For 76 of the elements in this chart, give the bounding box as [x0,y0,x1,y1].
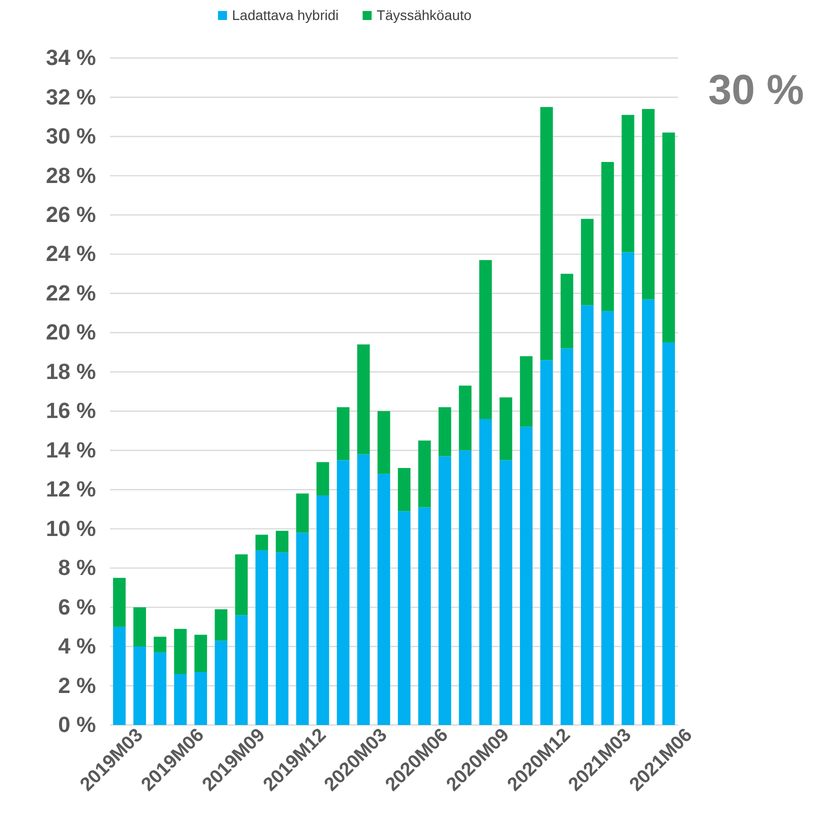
bar [622,252,634,725]
bar [580,305,594,725]
y-tick-label: 16 % [46,398,96,424]
y-tick-label: 6 % [58,594,96,620]
y-tick-label: 30 % [46,124,96,149]
bar [479,260,492,419]
y-tick-label: 28 % [46,162,96,188]
y-tick-label: 4 % [58,634,96,659]
bar [194,672,208,725]
bar [458,386,472,450]
bar [398,468,410,512]
bar [438,407,452,456]
bar [357,454,370,725]
bar [580,218,594,306]
y-tick-label: 24 % [46,241,96,266]
y-tick-label: 32 % [46,84,96,110]
bar [601,162,614,312]
bar [316,495,330,725]
bar [174,628,187,674]
bar [601,311,614,725]
bar [560,348,574,725]
bar [540,107,553,360]
bar [194,634,208,672]
bar [418,507,431,725]
y-tick-label: 10 % [46,516,96,541]
bar [255,534,268,550]
bar [438,456,452,725]
y-tick-label: 34 % [46,45,96,70]
bar [378,474,390,725]
legend-label: Täyssähköauto [376,7,472,23]
y-tick-label: 18 % [46,358,96,384]
bar [378,411,390,474]
bar [540,360,553,725]
bar [642,109,655,300]
bar [113,578,126,627]
bar [214,609,228,641]
y-tick-label: 14 % [46,437,96,462]
y-tick-label: 12 % [46,476,96,502]
y-tick-label: 26 % [46,202,96,227]
bar [296,532,309,725]
bar [214,640,228,725]
bar [479,418,492,725]
bar [458,450,472,725]
bar [662,132,675,342]
y-tick-label: 22 % [46,280,96,306]
bar [255,550,268,725]
y-tick-label: 8 % [58,555,96,580]
bar [336,407,350,460]
bar [500,397,512,460]
bar [154,652,166,725]
bar [398,511,410,725]
bar [560,274,574,348]
bar [154,636,166,652]
bar [316,462,330,496]
bar [235,554,248,616]
text: 30 % [708,66,804,113]
bar [500,460,512,725]
bar [133,646,146,725]
y-tick-label: 20 % [46,320,96,345]
bar [174,674,187,725]
bar [235,615,248,725]
bar [357,344,370,454]
bar [520,356,533,427]
bar [296,494,309,533]
bar [336,460,350,725]
bar [276,552,288,725]
bar [418,440,431,508]
bar [520,426,533,725]
bar [662,342,675,725]
bar [622,114,634,252]
y-tick-label: 2 % [58,672,96,698]
bar [642,299,655,725]
bar [133,607,146,647]
legend-label: Ladattava hybridi [232,7,339,23]
bar [276,530,288,552]
bar [113,626,126,725]
